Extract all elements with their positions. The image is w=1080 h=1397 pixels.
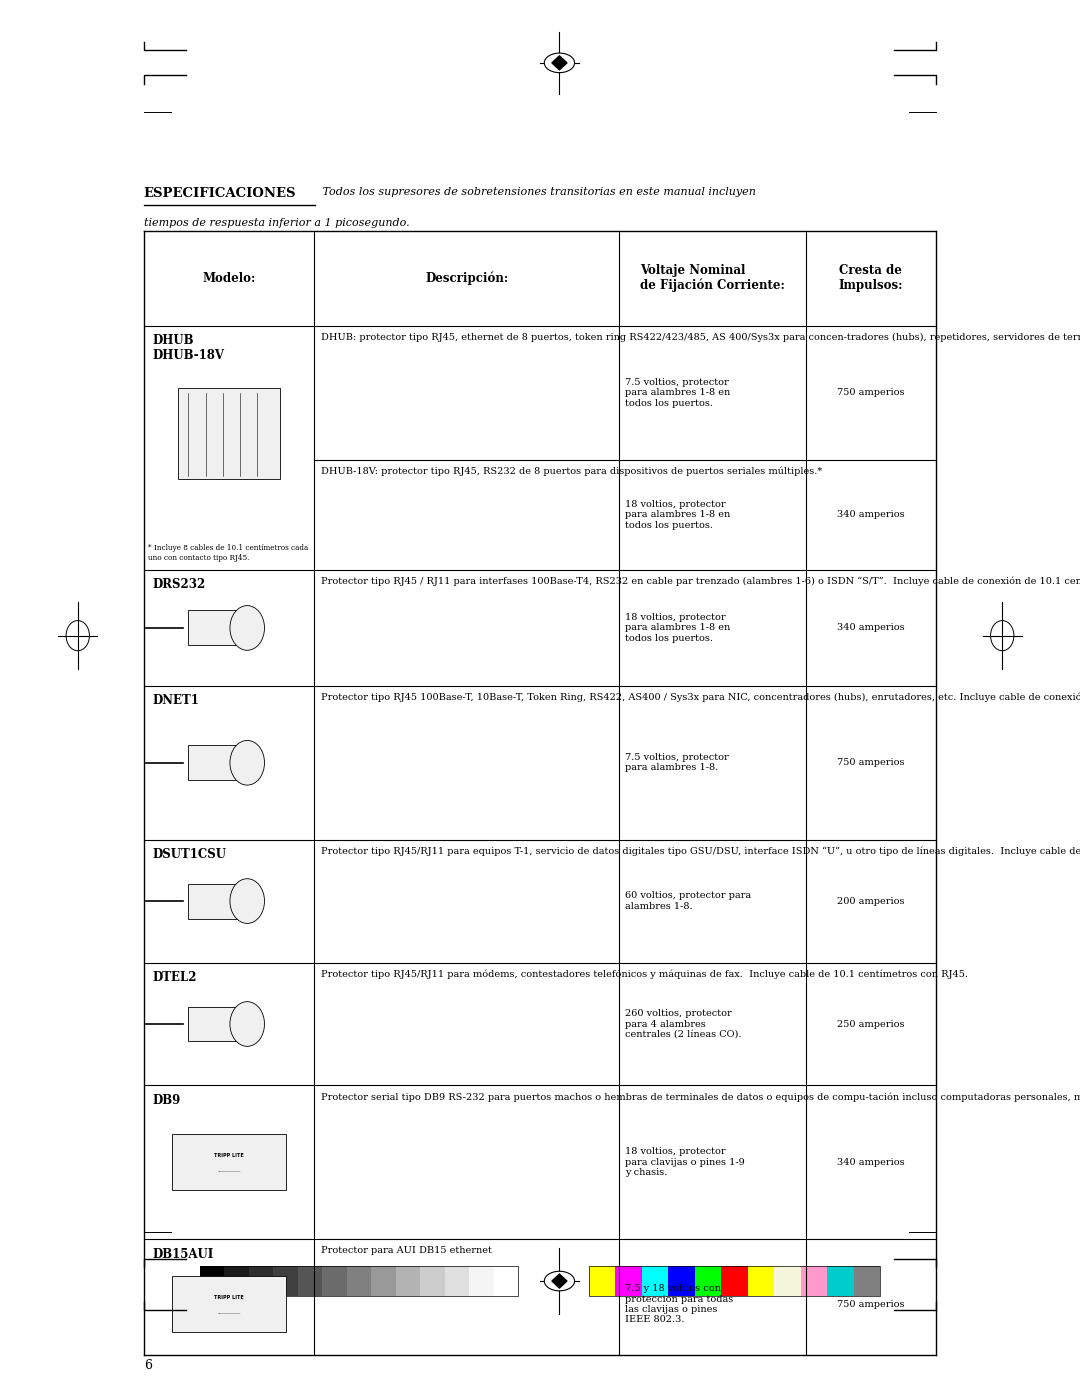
Bar <box>445 1266 470 1296</box>
Text: DTEL2: DTEL2 <box>152 971 197 983</box>
Circle shape <box>230 740 265 785</box>
Text: Protector tipo RJ45 / RJ11 para interfases 100Base-T4, RS232 en cable par trenza: Protector tipo RJ45 / RJ11 para interfas… <box>321 577 1080 587</box>
Bar <box>177 388 280 479</box>
Bar <box>188 610 238 645</box>
Text: DHUB
DHUB-18V: DHUB DHUB-18V <box>152 334 225 362</box>
Text: 340 amperios: 340 amperios <box>837 1158 905 1166</box>
Text: 18 voltios, protector
para alambres 1-8 en
todos los puertos.: 18 voltios, protector para alambres 1-8 … <box>624 613 730 643</box>
Text: Protector tipo RJ45/RJ11 para módems, contestadores telefónicos y máquinas de fa: Protector tipo RJ45/RJ11 para módems, co… <box>321 970 968 979</box>
Bar <box>225 1266 248 1296</box>
Bar <box>172 1134 285 1190</box>
Text: 750 amperios: 750 amperios <box>837 1299 905 1309</box>
Bar <box>248 1266 273 1296</box>
Text: tiempos de respuesta inferior a 1 picosegundo.: tiempos de respuesta inferior a 1 picose… <box>144 218 409 228</box>
Text: Modelo:: Modelo: <box>202 271 256 285</box>
Bar <box>494 1266 518 1296</box>
Bar <box>774 1266 800 1296</box>
Bar <box>747 1266 774 1296</box>
Polygon shape <box>552 56 567 70</box>
Bar <box>694 1266 721 1296</box>
Bar <box>273 1266 298 1296</box>
Bar <box>669 1266 694 1296</box>
Text: ___________: ___________ <box>217 1310 241 1315</box>
Text: 340 amperios: 340 amperios <box>837 510 905 520</box>
Text: 750 amperios: 750 amperios <box>837 388 905 397</box>
Bar <box>322 1266 347 1296</box>
Text: ESPECIFICACIONES: ESPECIFICACIONES <box>144 187 296 200</box>
Circle shape <box>230 879 265 923</box>
Text: DNET1: DNET1 <box>152 694 199 707</box>
Bar <box>188 884 238 919</box>
Text: 750 amperios: 750 amperios <box>837 759 905 767</box>
Bar <box>800 1266 827 1296</box>
Bar <box>372 1266 396 1296</box>
Text: * Incluye 8 cables de 10.1 centímetros cada
uno con contacto tipo RJ45.: * Incluye 8 cables de 10.1 centímetros c… <box>148 545 308 562</box>
Text: DB15AUI: DB15AUI <box>152 1248 214 1260</box>
Text: DRS232: DRS232 <box>152 578 205 591</box>
Text: DB9: DB9 <box>152 1094 180 1106</box>
Text: Protector tipo RJ45/RJ11 para equipos T-1, servicio de datos digitales tipo GSU/: Protector tipo RJ45/RJ11 para equipos T-… <box>321 847 1080 856</box>
Text: DHUB: protector tipo RJ45, ethernet de 8 puertos, token ring RS422/423/485, AS 4: DHUB: protector tipo RJ45, ethernet de 8… <box>321 332 1080 342</box>
Bar <box>347 1266 372 1296</box>
Bar <box>396 1266 420 1296</box>
Ellipse shape <box>544 1271 575 1291</box>
Text: 7.5 y 18 voltios con
protección para todas
las clavijas o pines
IEEE 802.3.: 7.5 y 18 voltios con protección para tod… <box>624 1284 733 1324</box>
Text: 7.5 voltios, protector
para alambres 1-8 en
todos los puertos.: 7.5 voltios, protector para alambres 1-8… <box>624 377 730 408</box>
Text: 200 amperios: 200 amperios <box>837 897 905 905</box>
Bar <box>616 1266 642 1296</box>
Bar <box>188 1006 238 1042</box>
Bar <box>827 1266 853 1296</box>
Bar <box>470 1266 494 1296</box>
Text: Protector serial tipo DB9 RS-232 para puertos machos o hembras de terminales de : Protector serial tipo DB9 RS-232 para pu… <box>321 1092 1080 1102</box>
Bar <box>298 1266 322 1296</box>
Text: Protector tipo RJ45 100Base-T, 10Base-T, Token Ring, RS422, AS400 / Sys3x para N: Protector tipo RJ45 100Base-T, 10Base-T,… <box>321 693 1080 703</box>
Text: TRIPP LITE: TRIPP LITE <box>214 1153 244 1158</box>
Circle shape <box>230 1002 265 1046</box>
Text: 340 amperios: 340 amperios <box>837 623 905 633</box>
Text: Cresta de
Impulsos:: Cresta de Impulsos: <box>839 264 903 292</box>
Text: Todos los supresores de sobretensiones transitorias en este manual incluyen: Todos los supresores de sobretensiones t… <box>319 187 756 197</box>
Polygon shape <box>552 1274 567 1288</box>
Bar <box>721 1266 747 1296</box>
Text: ___________: ___________ <box>217 1169 241 1172</box>
Bar <box>200 1266 225 1296</box>
Bar <box>420 1266 445 1296</box>
Circle shape <box>230 606 265 651</box>
Text: DSUT1CSU: DSUT1CSU <box>152 848 227 861</box>
Bar <box>188 746 238 781</box>
Bar <box>200 1266 518 1296</box>
Text: 6: 6 <box>144 1359 151 1372</box>
Text: TRIPP LITE: TRIPP LITE <box>214 1295 244 1299</box>
Text: 18 voltios, protector
para clavijas o pines 1-9
y chasis.: 18 voltios, protector para clavijas o pi… <box>624 1147 744 1178</box>
Text: Descripción:: Descripción: <box>426 271 509 285</box>
Text: 60 voltios, protector para
alambres 1-8.: 60 voltios, protector para alambres 1-8. <box>624 891 751 911</box>
Bar <box>853 1266 880 1296</box>
Text: 260 voltios, protector
para 4 alambres
centrales (2 líneas CO).: 260 voltios, protector para 4 alambres c… <box>624 1009 741 1039</box>
Text: 250 amperios: 250 amperios <box>837 1020 905 1028</box>
Text: 7.5 voltios, protector
para alambres 1-8.: 7.5 voltios, protector para alambres 1-8… <box>624 753 728 773</box>
Text: Voltaje Nominal
de Fijación Corriente:: Voltaje Nominal de Fijación Corriente: <box>640 264 785 292</box>
Bar <box>172 1277 285 1333</box>
Bar <box>642 1266 669 1296</box>
Bar <box>589 1266 880 1296</box>
Ellipse shape <box>544 53 575 73</box>
Bar <box>589 1266 616 1296</box>
Text: 18 voltios, protector
para alambres 1-8 en
todos los puertos.: 18 voltios, protector para alambres 1-8 … <box>624 500 730 529</box>
Text: DHUB-18V: protector tipo RJ45, RS232 de 8 puertos para dispositivos de puertos s: DHUB-18V: protector tipo RJ45, RS232 de … <box>321 467 822 476</box>
Text: Protector para AUI DB15 ethernet: Protector para AUI DB15 ethernet <box>321 1246 491 1255</box>
